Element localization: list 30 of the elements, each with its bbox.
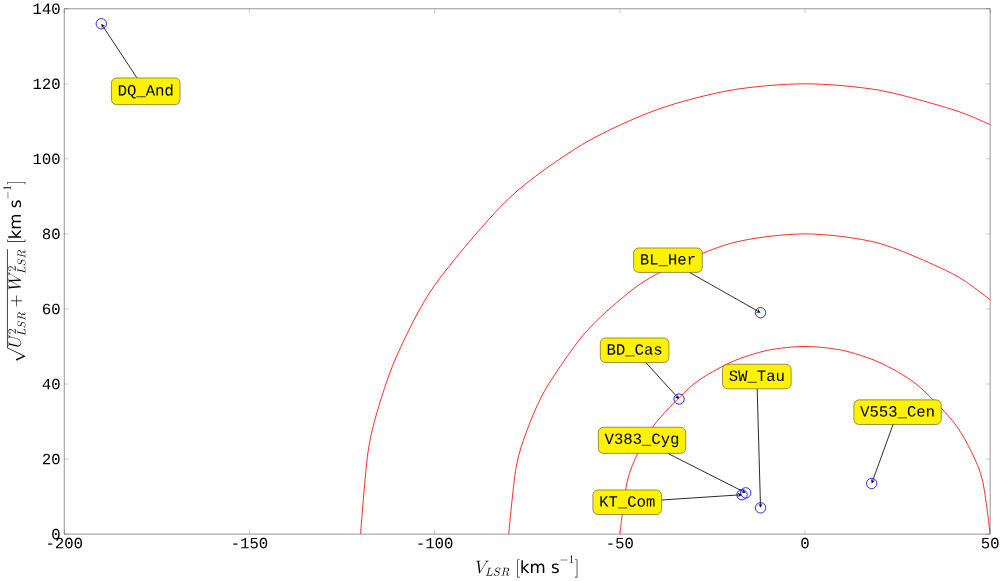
point — [866, 477, 878, 490]
point — [673, 393, 685, 405]
line-series — [360, 83, 991, 535]
x-axis-title: $V_{LSR}\ [\mathrm{km\ s}^{-1}]$ — [476, 555, 578, 578]
y-tick-label: 20 — [42, 453, 60, 465]
x-tick-label: -50 — [608, 537, 633, 549]
annotation: V383_Cyg — [604, 433, 679, 448]
annotation: BL_Her — [641, 254, 695, 267]
x-tick-label: 50 — [981, 537, 999, 549]
point — [95, 18, 107, 30]
x-tick-label: 0 — [801, 537, 809, 549]
annotation: KT_Com — [600, 496, 655, 509]
point — [740, 487, 752, 499]
y-tick-label: 100 — [33, 153, 60, 165]
annotation: DQ_And — [118, 84, 173, 99]
y-axis-title: $\sqrt{U_{LSR}^2+W_{LSR}^2}\ [\mathrm{km\ s}^{-1}]$ — [3, 181, 26, 362]
x-tick-label: -100 — [418, 537, 453, 549]
y-tick-label: 80 — [42, 228, 60, 240]
line-series — [508, 233, 991, 535]
point — [754, 307, 767, 319]
annotation: SW_Tau — [729, 370, 784, 383]
x-tick-label: -150 — [233, 537, 268, 549]
y-tick-label: 140 — [33, 3, 60, 15]
y-tick-label: 60 — [43, 303, 60, 315]
annotation: BD_Cas — [607, 344, 662, 357]
point — [736, 489, 748, 501]
point — [754, 502, 767, 514]
annotation: V553_Cen — [860, 406, 934, 419]
y-tick-label: 40 — [42, 378, 60, 390]
y-tick-label: 120 — [33, 78, 60, 90]
